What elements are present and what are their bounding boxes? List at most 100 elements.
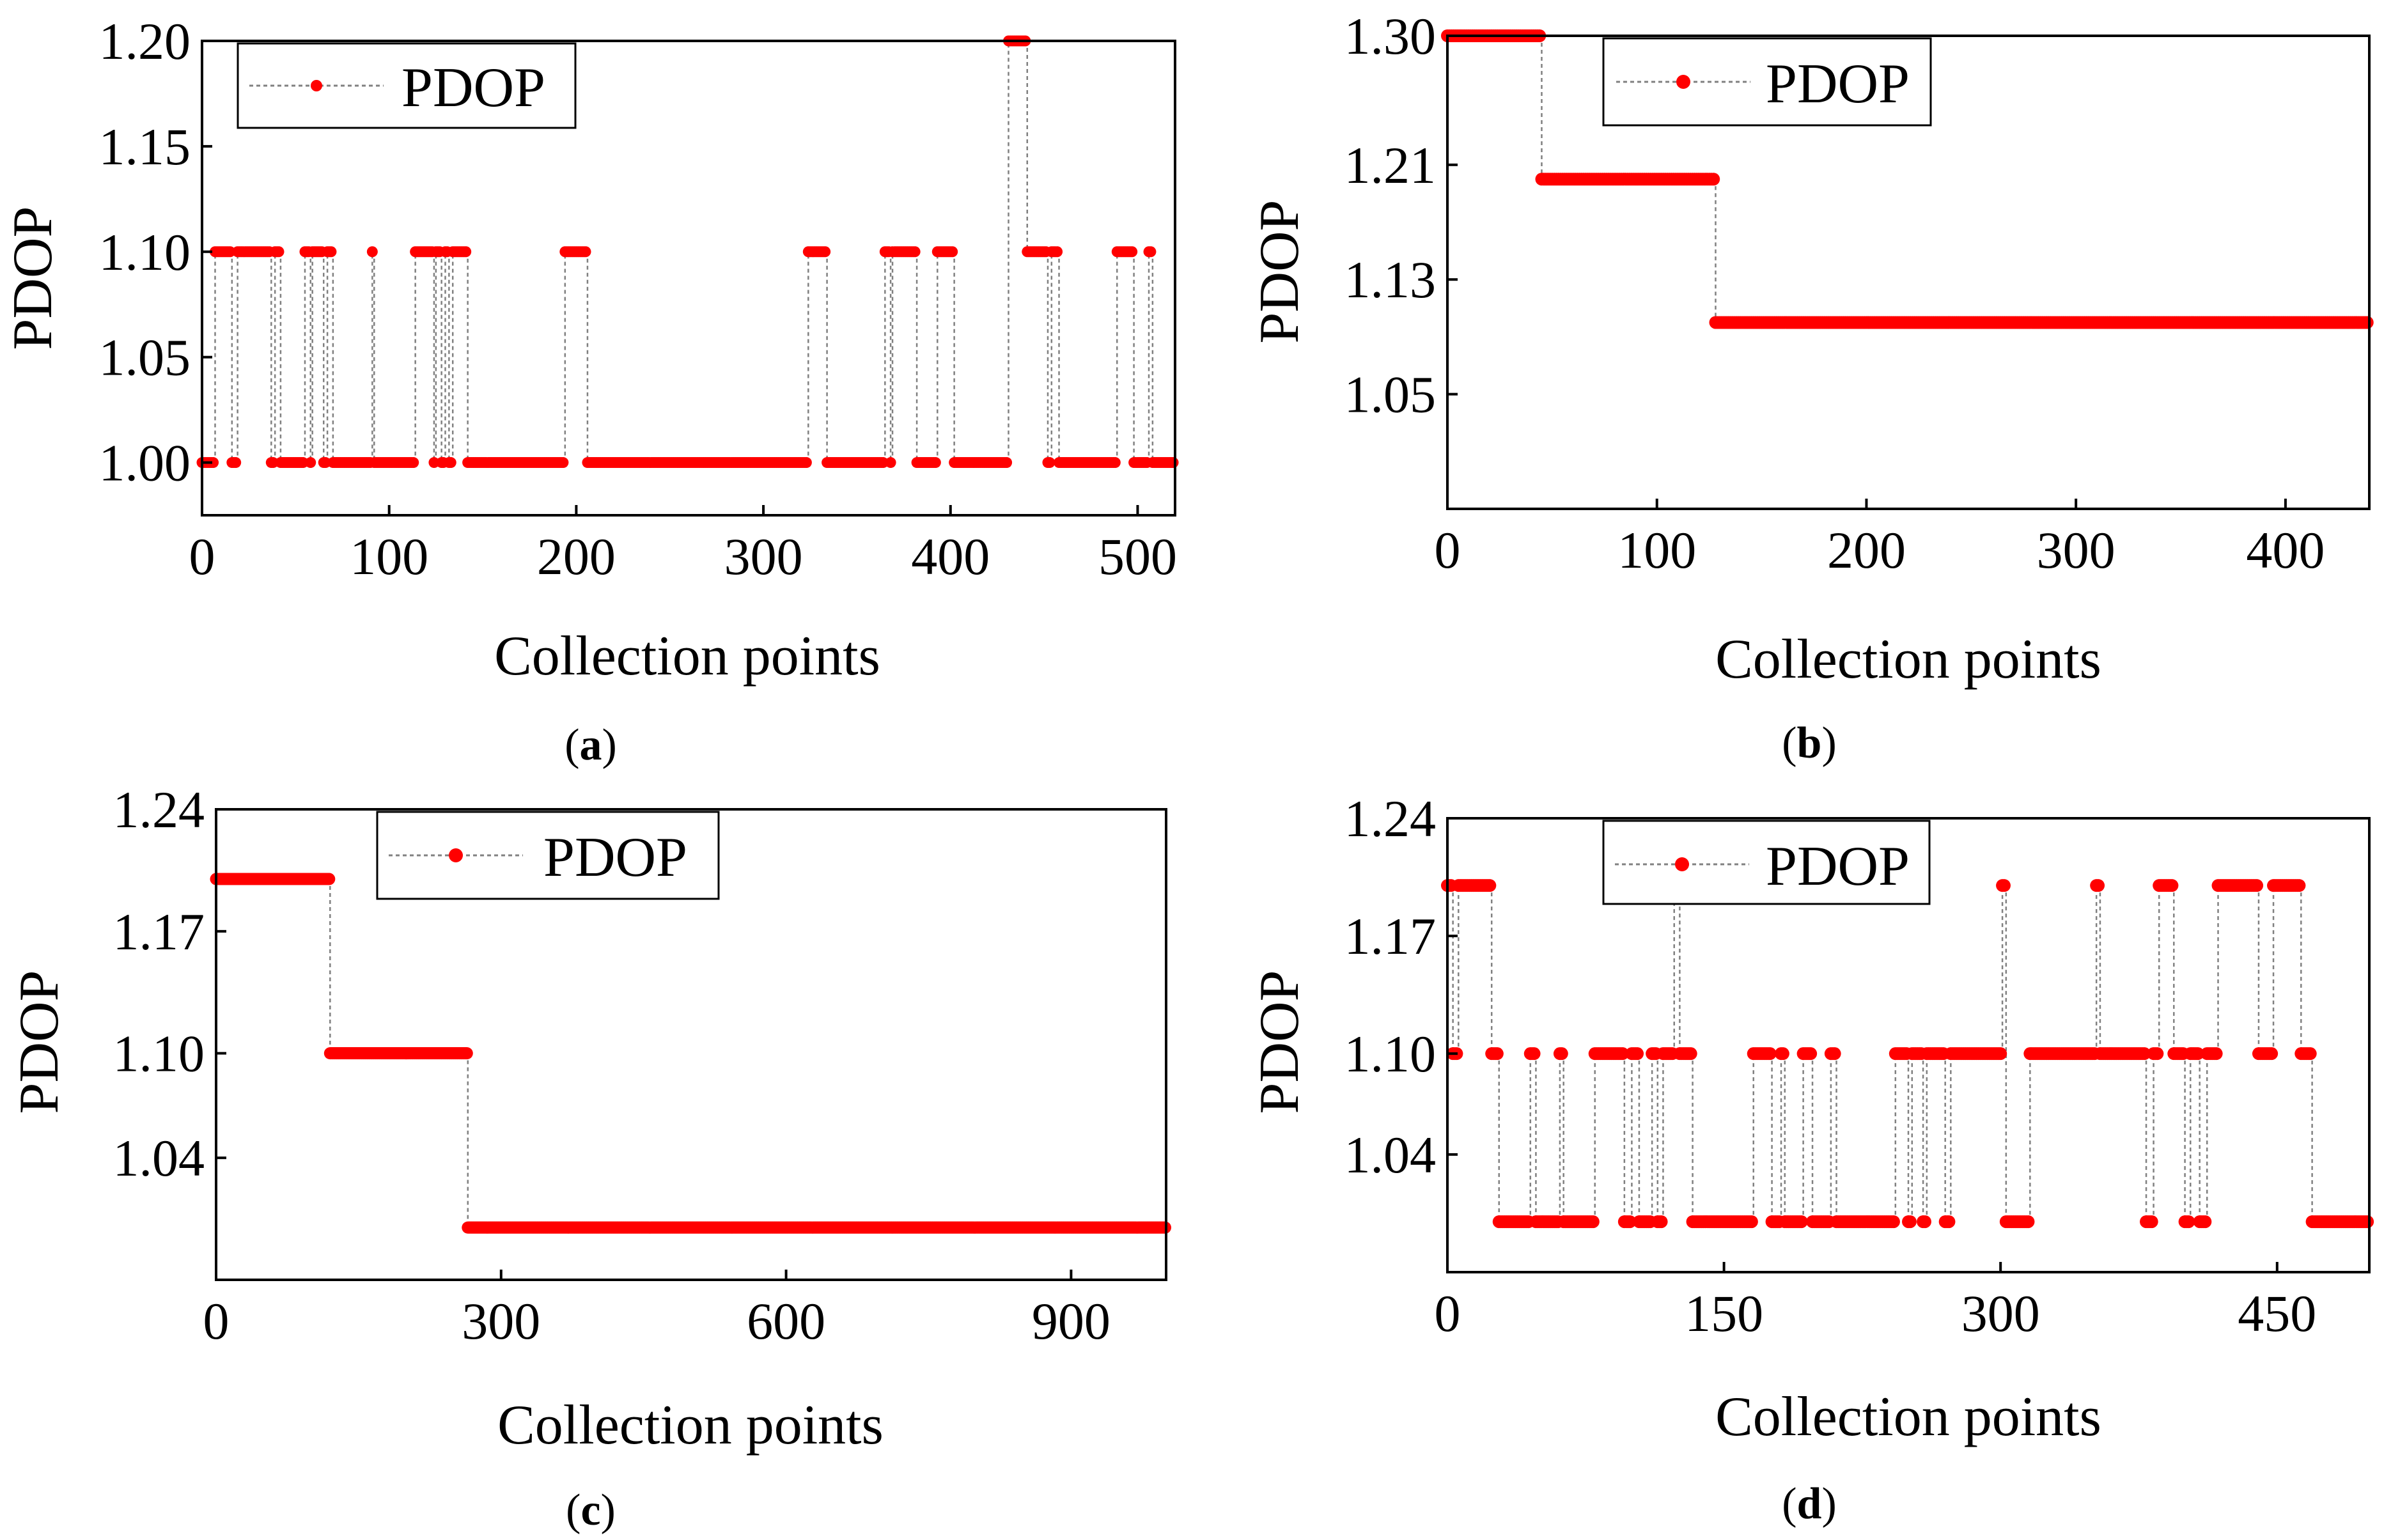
y-tick-label: 1.24 (1344, 789, 1437, 848)
legend-d: PDOP (1602, 820, 1931, 905)
ticks-d: 0 150 300 450 1.04 1.10 1.17 1.24 (1344, 789, 2317, 1342)
y-tick-label: 1.13 (1344, 251, 1437, 309)
legend-box-b (1602, 37, 1932, 127)
data-point (1918, 1215, 1931, 1229)
legend-label-b: PDOP (1766, 53, 1910, 115)
data-point (2191, 1047, 2204, 1061)
data-point (800, 457, 812, 469)
data-point (320, 457, 331, 469)
data-point (1167, 457, 1179, 469)
data-point (1126, 246, 1138, 258)
legend-a: PDOP (237, 42, 577, 129)
y-tick-label: 1.05 (1344, 366, 1437, 424)
data-point (325, 246, 337, 258)
data-point (2293, 879, 2306, 892)
y-tick-label: 1.30 (1344, 7, 1437, 65)
data-point (2151, 1047, 2164, 1061)
data-point (224, 246, 236, 258)
data-point (1745, 1215, 1758, 1229)
y-tick-label: 1.10 (99, 223, 191, 281)
y-tick-label: 1.20 (99, 12, 191, 70)
data-point (230, 457, 242, 469)
data-point (1942, 1215, 1956, 1229)
x-tick-label: 0 (1435, 521, 1461, 579)
y-tick-label: 1.17 (1344, 907, 1437, 965)
y-tick-label: 1.15 (99, 118, 191, 176)
legend-label-d: PDOP (1766, 836, 1910, 898)
data-point (208, 457, 219, 469)
x-tick-label: 450 (2238, 1284, 2316, 1342)
data-point (408, 457, 419, 469)
data-point (2199, 1215, 2212, 1229)
y-tick-label: 1.00 (99, 434, 191, 492)
y-tick-label: 1.04 (1344, 1126, 1437, 1184)
data-point (1804, 1047, 1818, 1061)
data-point (305, 457, 316, 469)
x-tick-label: 500 (1098, 527, 1177, 586)
panel-caption-b: (b) (1782, 719, 1837, 768)
legend-label-c: PDOP (543, 827, 687, 889)
data-point (1997, 879, 2011, 892)
ticks-a: 0 100 200 300 400 500 1.00 1.05 1.10 1.15 1.20 (99, 12, 1177, 586)
x-tick-label: 900 (1032, 1292, 1110, 1350)
ticks-b: 0 100 200 300 400 1.05 1.13 1.21 1.30 (1344, 7, 2325, 579)
data-point (1707, 173, 1720, 186)
data-points-a (196, 35, 1179, 469)
data-point (1631, 1047, 1644, 1061)
panel-letter-a: a (580, 720, 602, 770)
data-point (1887, 1215, 1900, 1229)
data-point (1903, 1215, 1917, 1229)
data-point (1044, 457, 1056, 469)
data-point (1109, 457, 1121, 469)
panel-caption-a: (a) (565, 720, 617, 770)
panel-a: 0 100 200 300 400 500 1.00 1.05 1.10 1.15 1.20 PDO… (2, 12, 1179, 770)
y-tick-label: 1.04 (113, 1129, 205, 1187)
data-point (2145, 1215, 2158, 1229)
data-point (2182, 1215, 2195, 1229)
data-point (877, 457, 889, 469)
data-point (1001, 457, 1013, 469)
data-point (580, 246, 591, 258)
data-point (2250, 879, 2264, 892)
connector-lines-b (1541, 36, 1717, 323)
data-point (273, 246, 284, 258)
data-point (445, 457, 456, 469)
y-tick-label: 1.17 (113, 903, 205, 961)
legend-b: PDOP (1602, 37, 1932, 127)
legend-marker-c (449, 848, 463, 862)
panel-letter-d: d (1797, 1479, 1822, 1528)
data-point (323, 873, 336, 885)
legend-marker-d (1675, 857, 1689, 871)
y-tick-label: 1.05 (99, 329, 191, 387)
panel-letter-b: b (1797, 719, 1822, 768)
panel-caption-c: (c) (566, 1486, 616, 1535)
data-point (909, 246, 921, 258)
data-point (460, 246, 472, 258)
y-tick-label: 1.21 (1344, 136, 1437, 194)
x-axis-label-d: Collection points (1715, 1386, 2101, 1448)
data-point (1795, 1215, 1808, 1229)
data-point (2303, 1047, 2317, 1061)
panel-c: 0 300 600 900 1.04 1.10 1.17 1.24 PDOP PDOP Col… (8, 781, 1172, 1535)
data-point (1483, 879, 1497, 892)
y-tick-label: 1.24 (113, 781, 205, 839)
data-point (1655, 1215, 1668, 1229)
data-point (2209, 1047, 2223, 1061)
data-point (1052, 246, 1063, 258)
x-tick-label: 0 (1435, 1284, 1461, 1342)
ticks-c: 0 300 600 900 1.04 1.10 1.17 1.24 (113, 781, 1110, 1350)
x-tick-label: 600 (747, 1292, 825, 1350)
legend-marker-b (1676, 75, 1690, 89)
x-tick-label: 100 (1617, 521, 1696, 579)
data-point (1616, 1047, 1629, 1061)
data-point (2165, 879, 2179, 892)
data-points-c (210, 873, 1172, 1234)
data-point (930, 457, 941, 469)
x-axis-label-c: Collection points (497, 1394, 884, 1456)
x-tick-label: 200 (537, 527, 616, 586)
data-point (1490, 1047, 1504, 1061)
data-point (2092, 879, 2105, 892)
legend-c: PDOP (376, 811, 720, 900)
panel-d: 0 150 300 450 1.04 1.10 1.17 1.24 PDOP PDOP Col… (1249, 789, 2374, 1528)
